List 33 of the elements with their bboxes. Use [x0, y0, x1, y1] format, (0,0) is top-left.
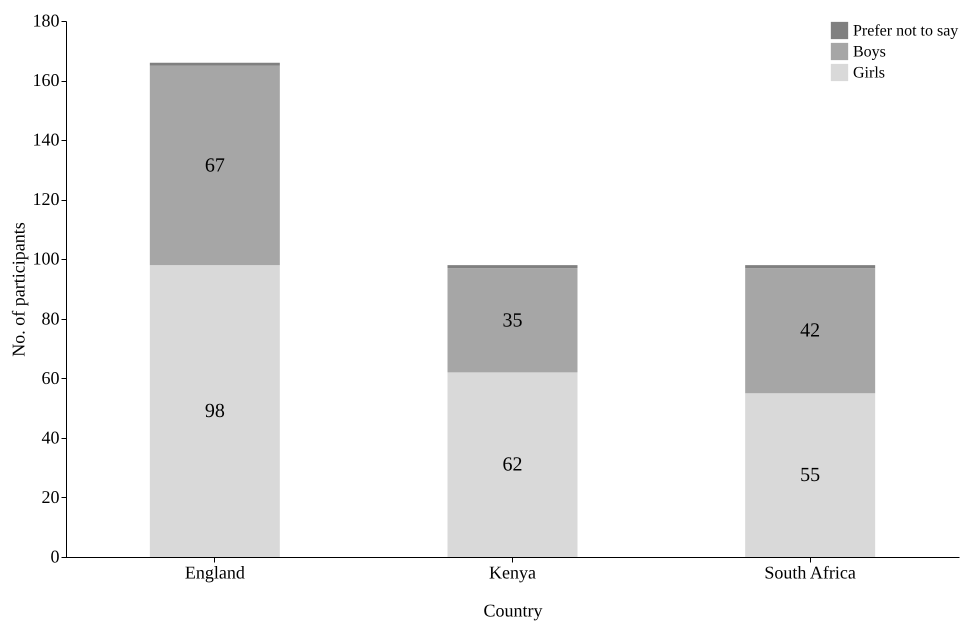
bar: [150, 66, 280, 266]
y-tick-label: 120: [32, 189, 60, 210]
bar: [448, 372, 578, 557]
y-tick-label: 0: [50, 546, 60, 566]
y-tick-label: 60: [42, 368, 60, 388]
bar: [745, 265, 876, 268]
bar: [448, 265, 578, 268]
y-tick-label: 40: [42, 427, 60, 448]
y-tick-label: 180: [32, 10, 60, 30]
x-tick-label: Kenya: [489, 562, 536, 582]
data-label: 98: [204, 400, 225, 422]
bar: [745, 268, 876, 394]
x-axis-title: Country: [483, 600, 543, 620]
legend-label: Girls: [853, 64, 885, 82]
bar: [745, 393, 876, 557]
x-tick-label: England: [184, 562, 245, 582]
x-tick-label: South Africa: [764, 562, 856, 582]
legend-label: Prefer not to say: [853, 22, 958, 40]
y-tick-label: 140: [32, 130, 60, 150]
y-axis-title: No. of participants: [8, 222, 28, 357]
data-label: 62: [502, 454, 522, 476]
bar: [448, 268, 578, 372]
data-label: 55: [800, 464, 820, 486]
y-tick-label: 100: [32, 248, 60, 269]
y-tick-label: 160: [32, 70, 60, 90]
y-tick-label: 20: [42, 486, 60, 507]
data-label: 67: [204, 154, 225, 176]
data-label: 42: [800, 320, 820, 342]
bar: [150, 265, 280, 557]
y-tick-label: 80: [42, 308, 60, 328]
data-label: 35: [502, 309, 522, 332]
legend-label: Boys: [853, 44, 886, 60]
bar: [150, 62, 280, 66]
